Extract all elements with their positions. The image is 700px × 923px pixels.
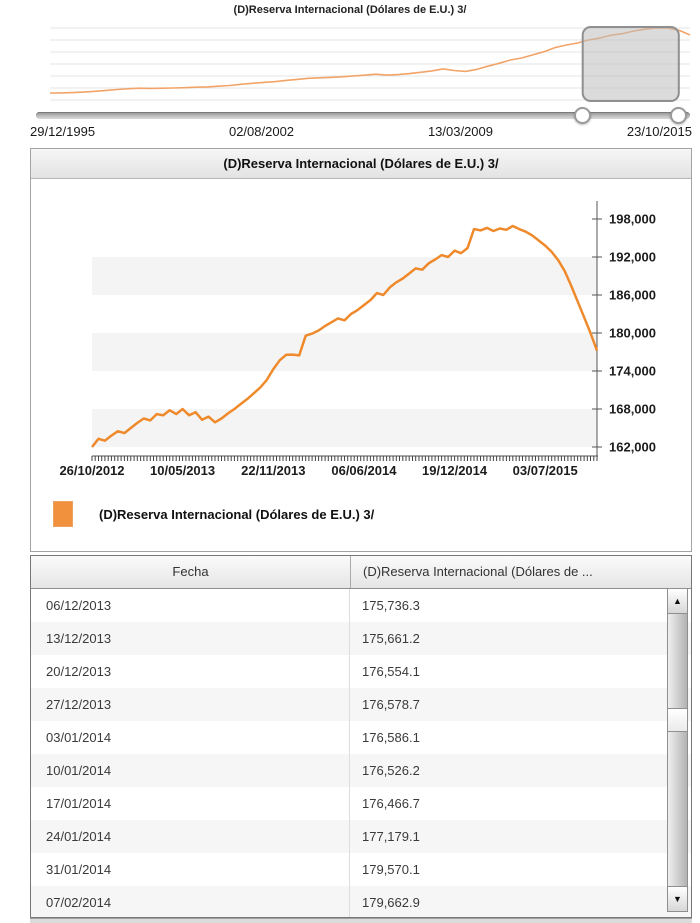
value-cell: 176,578.7 xyxy=(362,697,420,712)
fecha-cell: 03/01/2014 xyxy=(31,721,350,754)
table-row[interactable]: 07/02/2014 179,662.9 xyxy=(31,886,691,917)
table-row[interactable]: 10/01/2014 176,526.2 xyxy=(31,754,691,787)
data-table: Fecha (D)Reserva Internacional (Dólares … xyxy=(30,555,692,918)
x-axis-ticks xyxy=(91,456,598,461)
table-row[interactable]: 03/01/2014 176,586.1 xyxy=(31,721,691,754)
scrollbar-thumb[interactable] xyxy=(668,708,687,733)
table-scrollbar[interactable]: ▲ ▼ xyxy=(667,588,688,912)
table-row[interactable]: 20/12/2013 176,554.1 xyxy=(31,655,691,688)
x-axis-label: 22/11/2013 xyxy=(241,463,305,478)
value-cell: 177,179.1 xyxy=(362,829,420,844)
plot-band xyxy=(92,409,597,447)
fecha-cell: 07/02/2014 xyxy=(31,886,350,917)
table-row[interactable]: 13/12/2013 175,661.2 xyxy=(31,622,691,655)
value-cell: 175,661.2 xyxy=(362,631,420,646)
value-cell: 176,586.1 xyxy=(362,730,420,745)
y-axis-label: 174,000 xyxy=(609,364,656,379)
y-axis-label: 168,000 xyxy=(609,402,656,417)
plot-band xyxy=(92,333,597,371)
range-slider-track[interactable] xyxy=(36,112,690,119)
fecha-cell: 17/01/2014 xyxy=(31,787,350,820)
table-bottom-edge xyxy=(30,918,692,923)
range-slider-handle-right[interactable] xyxy=(670,107,688,124)
x-axis-label: 10/05/2013 xyxy=(150,463,215,478)
overview-date-label: 23/10/2015 xyxy=(626,124,692,139)
table-row[interactable]: 24/01/2014 177,179.1 xyxy=(31,820,691,853)
value-cell: 175,736.3 xyxy=(362,598,420,613)
column-header-fecha[interactable]: Fecha xyxy=(31,556,351,588)
detail-chart[interactable]: 198,000 192,000 186,000 180,000 174,000 168,0… xyxy=(31,179,691,553)
y-axis-label: 198,000 xyxy=(609,212,656,227)
table-body: 06/12/2013 175,736.3 13/12/2013 175,661.2 20… xyxy=(31,589,691,917)
value-cell: 176,526.2 xyxy=(362,763,420,778)
fecha-cell: 06/12/2013 xyxy=(31,589,350,622)
overview-date-label: 13/03/2009 xyxy=(427,124,494,139)
table-row[interactable]: 31/01/2014 179,570.1 xyxy=(31,853,691,886)
scroll-up-button[interactable]: ▲ xyxy=(668,589,687,614)
fecha-cell: 20/12/2013 xyxy=(31,655,350,688)
detail-chart-title: (D)Reserva Internacional (Dólares de E.U… xyxy=(31,149,691,179)
y-axis-label: 186,000 xyxy=(609,288,656,303)
detail-chart-panel: (D)Reserva Internacional (Dólares de E.U… xyxy=(30,148,692,552)
legend: (D)Reserva Internacional (Dólares de E.U… xyxy=(53,501,374,527)
fecha-cell: 24/01/2014 xyxy=(31,820,350,853)
reserves-line xyxy=(91,224,599,448)
fecha-cell: 31/01/2014 xyxy=(31,853,350,886)
table-row[interactable]: 17/01/2014 176,466.7 xyxy=(31,787,691,820)
x-axis-label: 19/12/2014 xyxy=(422,463,488,478)
fecha-cell: 27/12/2013 xyxy=(31,688,350,721)
column-header-valor[interactable]: (D)Reserva Internacional (Dólares de ... xyxy=(363,564,593,579)
series-swatch-icon xyxy=(53,501,73,527)
table-row[interactable]: 06/12/2013 175,736.3 xyxy=(31,589,691,622)
overview-chart[interactable] xyxy=(0,0,700,108)
fecha-cell: 10/01/2014 xyxy=(31,754,350,787)
y-axis-label: 162,000 xyxy=(609,440,656,455)
legend-label: (D)Reserva Internacional (Dólares de E.U… xyxy=(99,506,375,522)
plot-band xyxy=(92,257,597,295)
plot-band xyxy=(92,219,597,257)
y-axis-label: 180,000 xyxy=(609,326,656,341)
scroll-down-button[interactable]: ▼ xyxy=(668,886,687,911)
x-axis-label: 26/10/2012 xyxy=(59,463,124,478)
plot-band xyxy=(92,371,597,409)
y-axis-label: 192,000 xyxy=(609,250,656,265)
value-cell: 176,554.1 xyxy=(362,664,420,679)
fecha-cell: 13/12/2013 xyxy=(31,622,350,655)
overview-date-axis: 29/12/1995 02/08/2002 13/03/2009 23/10/2… xyxy=(30,124,692,139)
table-header-row: Fecha (D)Reserva Internacional (Dólares … xyxy=(31,556,691,589)
x-axis-label: 03/07/2015 xyxy=(513,463,578,478)
value-cell: 179,570.1 xyxy=(362,862,420,877)
x-axis-label: 06/06/2014 xyxy=(331,463,397,478)
overview-chart-title: (D)Reserva Internacional (Dólares de E.U… xyxy=(233,4,467,16)
value-cell: 179,662.9 xyxy=(362,895,420,910)
overview-date-label: 02/08/2002 xyxy=(228,124,295,139)
range-slider-handle-left[interactable] xyxy=(574,107,592,124)
table-row[interactable]: 27/12/2013 176,578.7 xyxy=(31,688,691,721)
range-selection-box[interactable] xyxy=(581,26,680,102)
overview-date-label: 29/12/1995 xyxy=(30,124,96,139)
value-cell: 176,466.7 xyxy=(362,796,420,811)
plot-band xyxy=(92,295,597,333)
